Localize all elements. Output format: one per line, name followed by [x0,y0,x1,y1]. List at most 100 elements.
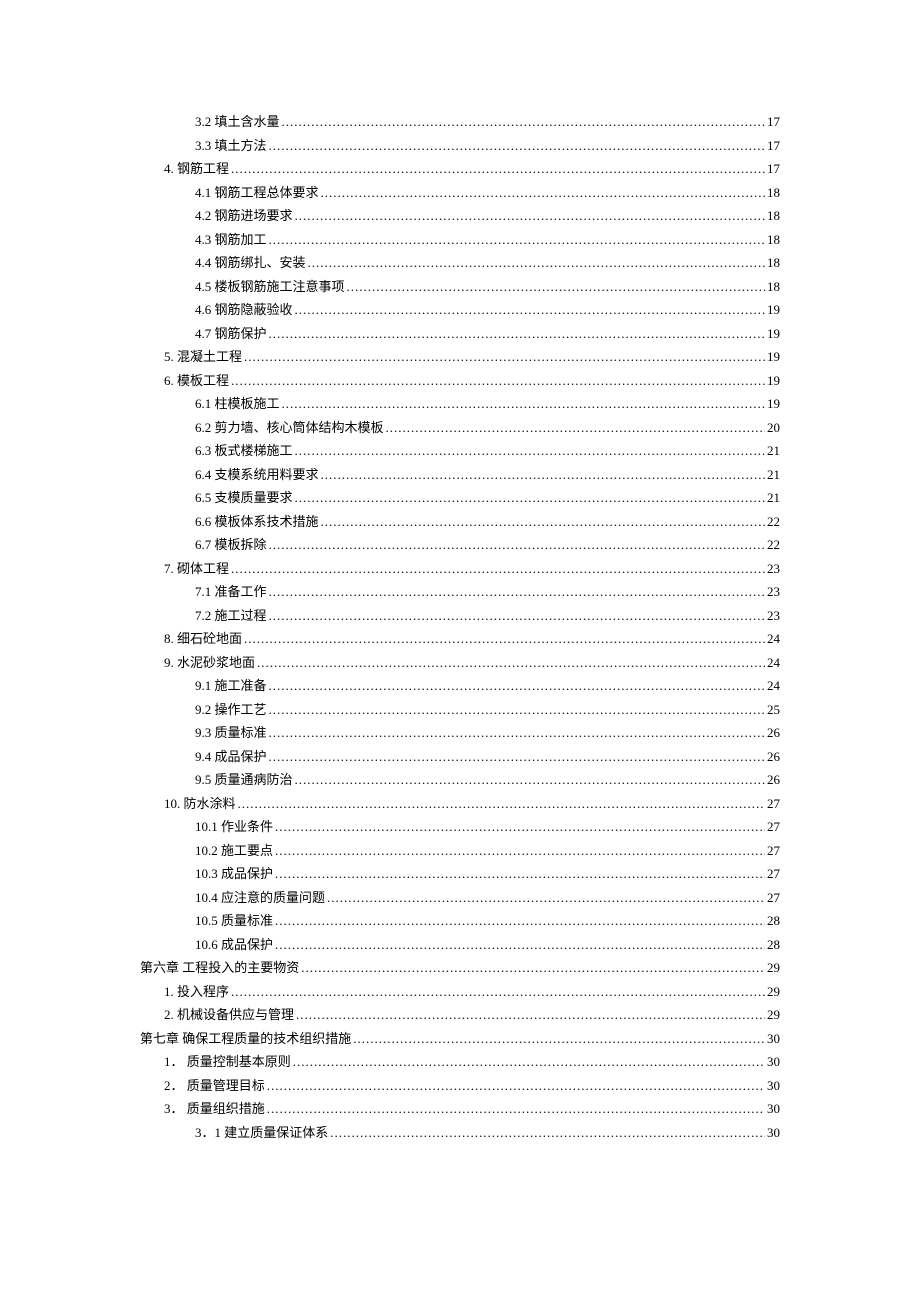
toc-leader-dots [275,909,765,933]
toc-label: 4. 钢筋工程 [164,157,229,181]
toc-leader-dots [295,768,765,792]
toc-label: 9.5 质量通病防治 [195,768,293,792]
toc-leader-dots [353,1027,765,1051]
toc-label: 3．1 建立质量保证体系 [195,1121,328,1145]
toc-page-number: 19 [767,369,780,393]
toc-entry: 9.1 施工准备24 [140,674,780,698]
toc-label: 10.2 施工要点 [195,839,273,863]
toc-label: 9.3 质量标准 [195,721,267,745]
toc-leader-dots [231,980,765,1004]
toc-page-number: 22 [767,510,780,534]
toc-label: 1． 质量控制基本原则 [164,1050,291,1074]
toc-leader-dots [327,886,765,910]
toc-page-number: 18 [767,275,780,299]
toc-leader-dots [267,1097,765,1121]
toc-entry: 4.5 楼板钢筋施工注意事项 18 [140,275,780,299]
toc-leader-dots [308,251,765,275]
toc-leader-dots [269,674,765,698]
toc-label: 9.4 成品保护 [195,745,267,769]
toc-leader-dots [269,698,765,722]
toc-page-number: 29 [767,1003,780,1027]
toc-leader-dots [269,604,765,628]
toc-entry: 4. 钢筋工程 17 [140,157,780,181]
toc-page-number: 21 [767,463,780,487]
toc-label: 4.1 钢筋工程总体要求 [195,181,319,205]
toc-entry: 9. 水泥砂浆地面24 [140,651,780,675]
toc-entry: 1． 质量控制基本原则 30 [140,1050,780,1074]
toc-entry: 9.2 操作工艺25 [140,698,780,722]
toc-label: 4.5 楼板钢筋施工注意事项 [195,275,345,299]
toc-leader-dots [275,839,765,863]
toc-label: 3.2 填土含水量 [195,110,280,134]
toc-leader-dots [269,228,765,252]
toc-label: 7.2 施工过程 [195,604,267,628]
toc-label: 6. 模板工程 [164,369,229,393]
toc-label: 10.5 质量标准 [195,909,273,933]
toc-page-number: 18 [767,181,780,205]
toc-page-number: 19 [767,298,780,322]
toc-leader-dots [238,792,765,816]
toc-leader-dots [275,815,765,839]
toc-entry: 10.5 质量标准 28 [140,909,780,933]
toc-label: 10.3 成品保护 [195,862,273,886]
toc-leader-dots [244,627,765,651]
toc-label: 4.2 钢筋进场要求 [195,204,293,228]
toc-entry: 6.2 剪力墙、核心筒体结构木模板20 [140,416,780,440]
toc-leader-dots [295,298,765,322]
toc-leader-dots [347,275,765,299]
toc-label: 10.4 应注意的质量问题 [195,886,325,910]
toc-entry: 7.1 准备工作23 [140,580,780,604]
toc-leader-dots [293,1050,765,1074]
toc-entry: 4.3 钢筋加工18 [140,228,780,252]
toc-page-number: 18 [767,204,780,228]
toc-label: 5. 混凝土工程 [164,345,242,369]
toc-label: 6.7 模板拆除 [195,533,267,557]
toc-page-number: 30 [767,1050,780,1074]
toc-leader-dots [321,463,765,487]
toc-label: 9.2 操作工艺 [195,698,267,722]
toc-label: 3． 质量组织措施 [164,1097,265,1121]
toc-entry: 第六章 工程投入的主要物资29 [140,956,780,980]
toc-leader-dots [244,345,765,369]
toc-leader-dots [296,1003,765,1027]
toc-entry: 4.4 钢筋绑扎、安装18 [140,251,780,275]
toc-page-number: 27 [767,839,780,863]
toc-leader-dots [269,745,765,769]
toc-label: 4.3 钢筋加工 [195,228,267,252]
toc-label: 7. 砌体工程 [164,557,229,581]
toc-label: 6.3 板式楼梯施工 [195,439,293,463]
toc-label: 10. 防水涂料 [164,792,236,816]
toc-label: 2． 质量管理目标 [164,1074,265,1098]
toc-leader-dots [269,134,765,158]
toc-page-number: 19 [767,392,780,416]
toc-entry: 10.1 作业条件27 [140,815,780,839]
toc-page-number: 30 [767,1121,780,1145]
toc-leader-dots [269,721,765,745]
toc-entry: 10.4 应注意的质量问题27 [140,886,780,910]
toc-leader-dots [301,956,765,980]
toc-page-number: 24 [767,651,780,675]
toc-entry: 7. 砌体工程23 [140,557,780,581]
toc-label: 7.1 准备工作 [195,580,267,604]
toc-entry: 6.3 板式楼梯施工21 [140,439,780,463]
toc-entry: 4.6 钢筋隐蔽验收19 [140,298,780,322]
toc-label: 4.7 钢筋保护 [195,322,267,346]
toc-label: 6.2 剪力墙、核心筒体结构木模板 [195,416,384,440]
toc-label: 第七章 确保工程质量的技术组织措施 [140,1027,351,1051]
toc-page-number: 19 [767,345,780,369]
toc-entry: 4.1 钢筋工程总体要求 18 [140,181,780,205]
toc-label: 2. 机械设备供应与管理 [164,1003,294,1027]
toc-entry: 9.3 质量标准26 [140,721,780,745]
toc-entry: 6.4 支模系统用料要求21 [140,463,780,487]
toc-label: 10.1 作业条件 [195,815,273,839]
toc-entry: 6.5 支模质量要求21 [140,486,780,510]
toc-page-number: 29 [767,956,780,980]
toc-leader-dots [275,933,765,957]
toc-page-number: 17 [767,110,780,134]
toc-leader-dots [282,110,765,134]
toc-page-number: 28 [767,909,780,933]
toc-page-number: 17 [767,157,780,181]
toc-leader-dots [231,557,765,581]
toc-entry: 6.7 模板拆除22 [140,533,780,557]
toc-label: 10.6 成品保护 [195,933,273,957]
